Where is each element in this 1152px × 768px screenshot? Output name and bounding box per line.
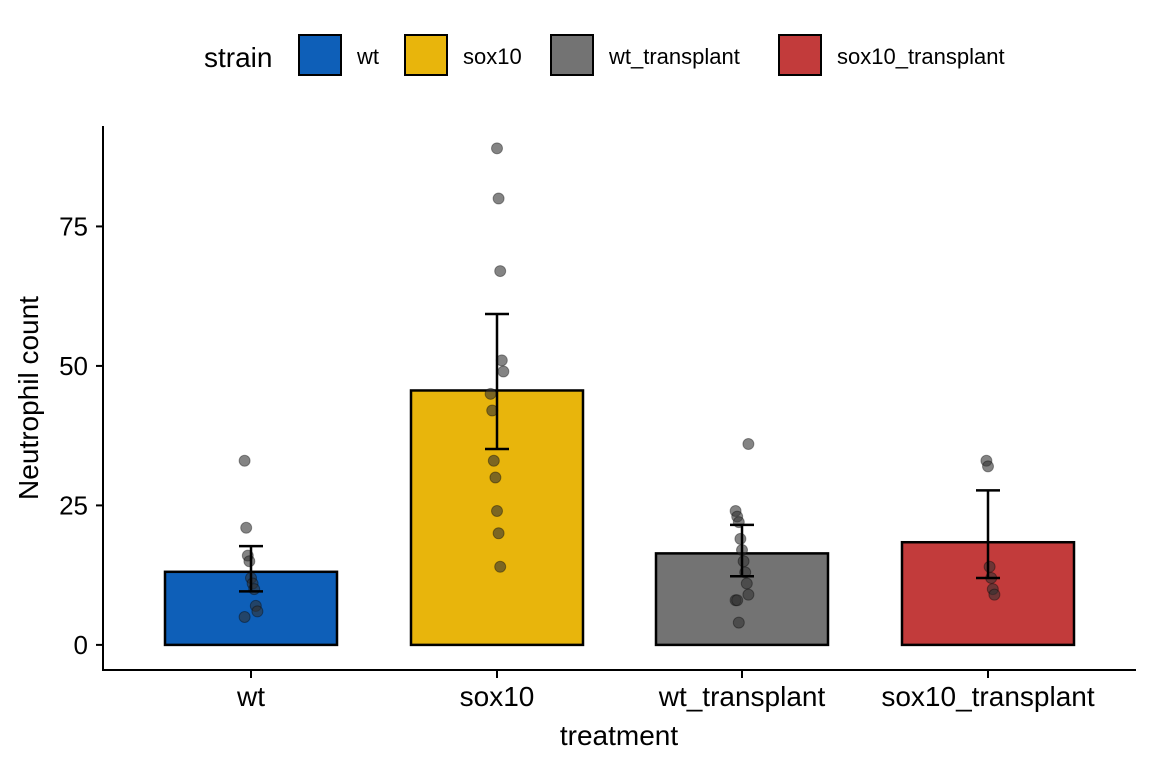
data-point (243, 555, 256, 568)
legend-label: wt_transplant (608, 44, 740, 69)
legend-item-sox10: sox10 (404, 34, 522, 76)
x-tick-label-sox10: sox10 (460, 681, 535, 712)
legend-item-wt: wt (298, 34, 379, 76)
data-point (492, 192, 505, 205)
data-point (732, 616, 745, 629)
legend-key (404, 34, 448, 76)
data-point (734, 532, 747, 545)
x-tick-label-sox10_transplant: sox10_transplant (881, 681, 1094, 712)
data-point (988, 588, 1001, 601)
data-point (494, 560, 507, 573)
data-point (497, 365, 510, 378)
legend-label: sox10_transplant (837, 44, 1005, 69)
legend: strain wt sox10 wt_transplant sox10_transpl… (204, 34, 1005, 76)
legend-item-wt_transplant: wt_transplant (550, 34, 740, 76)
data-point (731, 594, 744, 607)
y-tick-label: 50 (59, 351, 88, 381)
y-axis-label: Neutrophil count (13, 296, 44, 500)
x-axis-ticks: wt sox10 wt_transplant sox10_transplant (236, 670, 1095, 712)
data-point (238, 610, 251, 623)
data-point (491, 142, 503, 155)
data-point (238, 454, 251, 467)
data-point (489, 471, 502, 484)
x-tick-label-wt: wt (236, 681, 265, 712)
y-tick-label: 25 (59, 490, 88, 520)
data-point (492, 527, 505, 540)
x-tick-label-wt_transplant: wt_transplant (658, 681, 826, 712)
error-bars (239, 312, 1000, 593)
data-point (983, 560, 996, 573)
legend-key (550, 34, 594, 76)
data-point (737, 555, 750, 568)
error-bar-sox10 (485, 312, 509, 451)
legend-key (298, 34, 342, 76)
legend-item-sox10_transplant: sox10_transplant (778, 34, 1005, 76)
data-point (251, 605, 264, 618)
bar-sox10_transplant (900, 540, 1076, 647)
data-point (491, 504, 503, 517)
data-point (484, 387, 497, 400)
bars (163, 389, 1076, 647)
legend-label: sox10 (463, 44, 522, 69)
data-point (982, 460, 994, 473)
data-point (487, 454, 500, 467)
data-point (740, 577, 753, 590)
error-bar-wt_transplant (730, 523, 754, 578)
y-axis-ticks: 0 25 50 75 (59, 211, 103, 660)
data-point (742, 588, 755, 601)
data-point (742, 438, 755, 451)
legend-items: wt sox10 wt_transplant sox10_transplant (298, 34, 1005, 76)
y-tick-label: 75 (59, 211, 88, 241)
error-bar-sox10_transplant (976, 489, 1000, 580)
error-bar-wt (239, 544, 263, 593)
legend-key (778, 34, 822, 76)
legend-label: wt (356, 44, 379, 69)
x-axis-label: treatment (560, 720, 678, 751)
data-point (494, 265, 507, 278)
legend-title: strain (204, 42, 272, 73)
y-tick-label: 0 (74, 630, 88, 660)
data-points (238, 142, 1001, 629)
data-point (240, 521, 253, 534)
